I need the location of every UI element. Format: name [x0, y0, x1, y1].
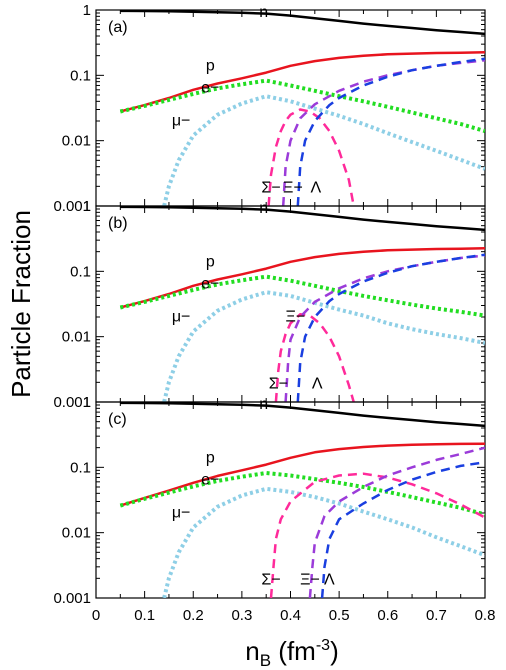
x-tick-label: 0.4: [280, 607, 301, 624]
series-annotation: p: [206, 254, 215, 271]
series-annotation: Ξ−: [283, 180, 303, 197]
x-axis-label-unit-exp: -3: [316, 637, 330, 654]
series-annotation: Λ: [324, 572, 335, 589]
series-group: [119, 10, 485, 206]
series-annotation: μ−: [172, 505, 191, 522]
x-tick-label: 0.3: [231, 607, 252, 624]
series-annotation: e−: [201, 471, 219, 488]
panel-frame: [95, 205, 486, 403]
panel-0: 1 0.1 0.01 0.001 (a) n p e− μ− Σ− Ξ− Λ: [53, 2, 486, 215]
series-line-sigma: [267, 108, 355, 206]
series-line-n: [120, 10, 485, 36]
panel-frame: [95, 9, 486, 207]
x-axis-label-sub: B: [260, 651, 271, 670]
series-line-e: [119, 78, 485, 134]
y-tick-label: 1: [83, 198, 91, 215]
x-tick-label: 0.5: [329, 607, 350, 624]
series-annotation: n: [259, 200, 268, 217]
x-axis-label-main: n: [245, 636, 259, 666]
series-annotation: p: [206, 450, 215, 467]
series-annotation: p: [206, 58, 215, 75]
x-axis-label-unit-open: (fm: [271, 636, 316, 666]
series-line-lambda: [320, 460, 485, 598]
y-tick-label: 1: [83, 394, 91, 411]
y-tick-label: 0.1: [70, 459, 91, 476]
series-annotation: Λ: [310, 180, 321, 197]
y-tick-label: 0.01: [62, 329, 91, 346]
panel-label: (a): [108, 19, 128, 36]
series-line-mu: [162, 94, 485, 206]
axis-labels: Particle Fraction nB (fm-3): [6, 210, 339, 670]
series-annotation: n: [259, 4, 268, 21]
x-tick-label: 0.2: [183, 607, 204, 624]
series-line-mu: [162, 486, 485, 598]
series-annotation: Ξ−: [285, 309, 305, 326]
series-annotation: Λ: [312, 376, 323, 393]
series-line-n: [120, 206, 485, 232]
series-line-mu: [162, 290, 485, 402]
y-tick-label: 0.001: [53, 394, 91, 411]
series-line-p: [119, 247, 485, 309]
series-line-e: [119, 471, 485, 517]
series-annotation: n: [259, 396, 268, 413]
series-line-lambda: [296, 253, 485, 402]
series-line-xi: [308, 446, 485, 598]
y-tick-label: 0.001: [53, 590, 91, 607]
series-annotation: Σ−: [269, 376, 288, 393]
series-group: [119, 402, 485, 598]
series-annotation: μ−: [172, 309, 191, 326]
series-line-e: [119, 274, 485, 318]
series-annotation: μ−: [172, 113, 191, 130]
x-tick-label: 0.1: [134, 607, 155, 624]
panels: 10.10.010.001(a)npe−μ−Σ− Ξ− Λ10.10.010.001…: [53, 2, 495, 624]
x-axis-label-unit-close: ): [330, 636, 339, 666]
series-annotation: Σ−: [261, 180, 280, 197]
series-line-n: [120, 402, 485, 428]
y-tick-label: 0.001: [53, 198, 91, 215]
panel-label: (b): [108, 215, 128, 232]
x-tick-label: 0.8: [475, 607, 496, 624]
series-annotation: e−: [201, 275, 219, 292]
panel-2: 1 0.1 0.01 0.001 (c) n p e− μ− Σ− Ξ− Λ 0 0.1 0.2 0.3 0.4…: [53, 394, 495, 624]
x-tick-label: 0.7: [426, 607, 447, 624]
y-axis-label: Particle Fraction: [6, 210, 36, 398]
y-tick-label: 0.1: [70, 67, 91, 84]
x-tick-label: 0: [92, 607, 100, 624]
series-annotation: Ξ−: [300, 572, 320, 589]
x-tick-label: 0.6: [377, 607, 398, 624]
panel-label: (c): [108, 411, 127, 428]
series-line-sigma: [274, 313, 355, 402]
y-tick-label: 1: [83, 2, 91, 19]
series-line-lambda: [296, 57, 485, 206]
series-group: [119, 206, 485, 402]
y-tick-label: 0.01: [62, 525, 91, 542]
series-annotation: e−: [201, 79, 219, 96]
series-annotation: Σ−: [261, 572, 280, 589]
y-tick-label: 0.1: [70, 263, 91, 280]
x-axis-label: nB (fm-3): [245, 636, 338, 670]
series-line-sigma: [269, 472, 485, 598]
series-line-p: [119, 442, 485, 507]
series-line-p: [119, 51, 485, 113]
y-tick-label: 0.01: [62, 133, 91, 150]
panel-1: 1 0.1 0.01 0.001 (b) n p e− μ− Ξ− Σ− Λ: [53, 198, 486, 411]
